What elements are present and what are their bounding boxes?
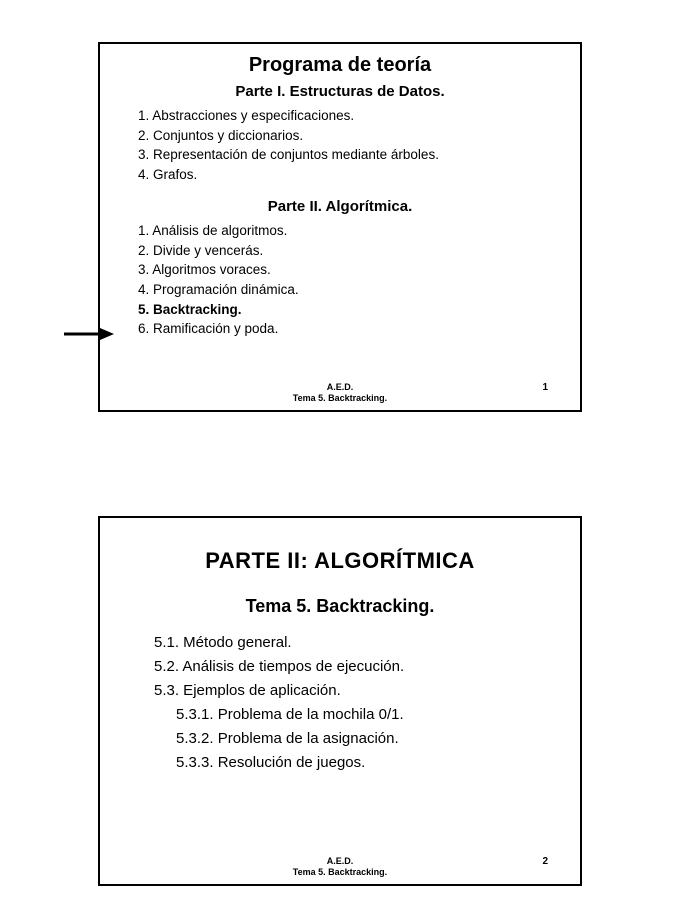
list-item: 5.1. Método general. (154, 631, 556, 655)
slide1-footer: A.E.D. Tema 5. Backtracking. 1 (100, 382, 580, 404)
list-item: 3. Representación de conjuntos mediante … (138, 145, 560, 165)
list-item: 4. Grafos. (138, 165, 560, 185)
page-number: 2 (542, 856, 548, 867)
slide1-part1-list: 1. Abstracciones y especificaciones. 2. … (138, 106, 560, 184)
slide2-list: 5.1. Método general. 5.2. Análisis de ti… (154, 631, 556, 703)
list-item: 2. Divide y vencerás. (138, 241, 560, 261)
slide1-part2-heading: Parte II. Algorítmica. (120, 198, 560, 215)
footer-line2: Tema 5. Backtracking. (293, 393, 387, 403)
list-item: 1. Abstracciones y especificaciones. (138, 106, 560, 126)
footer-line1: A.E.D. (327, 382, 354, 392)
slide2-title: PARTE II: ALGORÍTMICA (124, 548, 556, 574)
slide2-sublist: 5.3.1. Problema de la mochila 0/1. 5.3.2… (176, 703, 556, 775)
slide-2: PARTE II: ALGORÍTMICA Tema 5. Backtracki… (98, 516, 582, 886)
list-subitem: 5.3.2. Problema de la asignación. (176, 727, 556, 751)
list-subitem: 5.3.1. Problema de la mochila 0/1. (176, 703, 556, 727)
arrow-icon (64, 327, 114, 341)
list-subitem: 5.3.3. Resolución de juegos. (176, 751, 556, 775)
list-item: 1. Análisis de algoritmos. (138, 221, 560, 241)
footer-line1: A.E.D. (327, 856, 354, 866)
list-item: 6. Ramificación y poda. (138, 319, 560, 339)
list-item: 2. Conjuntos y diccionarios. (138, 126, 560, 146)
list-item: 5.2. Análisis de tiempos de ejecución. (154, 655, 556, 679)
slide1-part1-heading: Parte I. Estructuras de Datos. (120, 83, 560, 100)
slide2-subtitle: Tema 5. Backtracking. (124, 596, 556, 617)
list-item-highlighted: 5. Backtracking. (138, 300, 560, 320)
slide-1: Programa de teoría Parte I. Estructuras … (98, 42, 582, 412)
slide1-title: Programa de teoría (120, 54, 560, 77)
list-item: 4. Programación dinámica. (138, 280, 560, 300)
slide1-part2-list: 1. Análisis de algoritmos. 2. Divide y v… (138, 221, 560, 338)
slide2-footer: A.E.D. Tema 5. Backtracking. 2 (100, 856, 580, 878)
list-item: 5.3. Ejemplos de aplicación. (154, 679, 556, 703)
list-item: 3. Algoritmos voraces. (138, 260, 560, 280)
page-number: 1 (542, 382, 548, 393)
footer-line2: Tema 5. Backtracking. (293, 867, 387, 877)
